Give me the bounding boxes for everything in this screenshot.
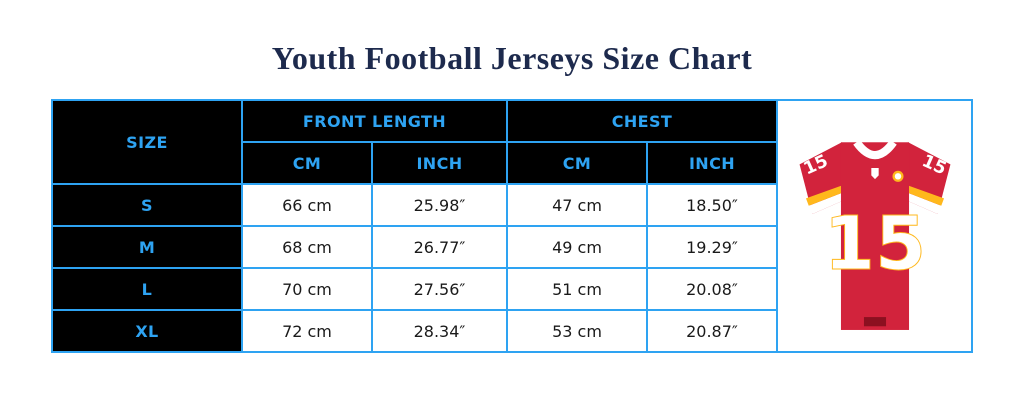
front-length-inch-value: 27.56″ [370, 267, 509, 311]
front-length-cm-value: 72 cm [240, 309, 373, 353]
chest-cm-value: 47 cm [506, 183, 648, 227]
front-length-cm-value: 66 cm [240, 183, 373, 227]
front-length-cm-value: 70 cm [240, 267, 373, 311]
chest-inch-value: 20.87″ [646, 309, 778, 353]
chest-inch-value: 20.08″ [646, 267, 778, 311]
size-label: L [50, 267, 243, 311]
jersey-left-cuff-gold [805, 185, 842, 206]
page-title: Youth Football Jerseys Size Chart [271, 40, 753, 76]
jersey-jock-tag [863, 317, 886, 327]
col-header-size: SIZE [50, 99, 243, 185]
size-label: M [50, 225, 243, 269]
front-length-cm-value: 68 cm [240, 225, 373, 269]
jersey-product-image: 15 15 15 [799, 139, 950, 330]
table-row-m: M 68 cm 26.77″ 49 cm 19.29″ [50, 225, 972, 269]
size-label: XL [50, 309, 243, 353]
unit-header-chest-inch: INCH [646, 141, 778, 185]
front-length-inch-value: 26.77″ [370, 225, 509, 269]
jersey-right-cuff-white [907, 192, 941, 215]
jersey-number: 15 [823, 202, 925, 287]
size-chart-table: SIZE FRONT LENGTH CHEST [50, 99, 973, 353]
jersey-right-cuff-gold [907, 185, 944, 206]
chest-cm-value: 51 cm [506, 267, 648, 311]
unit-header-chest-cm: CM [506, 141, 648, 185]
jersey-collar [852, 139, 897, 160]
table-header-row-units: CM INCH CM INCH [52, 141, 972, 185]
chest-inch-value: 19.29″ [646, 225, 778, 269]
chest-inch-value: 18.50″ [646, 183, 778, 227]
col-group-chest: CHEST [506, 99, 778, 143]
size-label: S [50, 183, 243, 227]
chest-cm-value: 53 cm [506, 309, 648, 353]
team-logo-icon-inner [894, 173, 901, 180]
col-group-front-length: FRONT LENGTH [240, 99, 509, 143]
chest-cm-value: 49 cm [506, 225, 648, 269]
unit-header-front-inch: INCH [370, 141, 509, 185]
product-image-cell: 15 15 15 [776, 99, 973, 353]
table-row-s: S 66 cm 25.98″ 47 cm 18.50″ [50, 183, 972, 227]
front-length-inch-value: 28.34″ [370, 309, 509, 353]
table-row-l: L 70 cm 27.56″ 51 cm 20.08″ [50, 267, 972, 311]
unit-header-front-cm: CM [240, 141, 373, 185]
nfl-shield-icon [870, 168, 879, 180]
jersey-left-cuff-white [808, 192, 842, 215]
front-length-inch-value: 25.98″ [370, 183, 509, 227]
table-row-xl: XL 72 cm 28.34″ 53 cm 20.87″ [50, 309, 972, 353]
table-header-row-groups: SIZE FRONT LENGTH CHEST [50, 99, 973, 353]
